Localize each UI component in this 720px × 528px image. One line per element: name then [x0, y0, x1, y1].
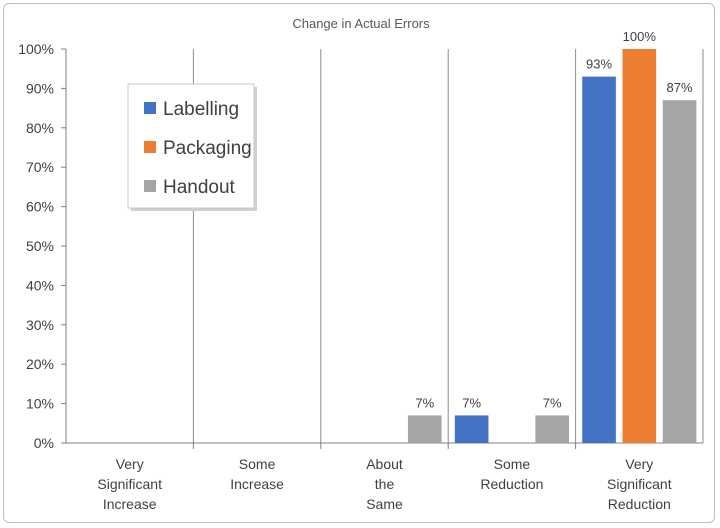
bar-labelling-3 — [454, 415, 489, 443]
data-label: 87% — [667, 80, 693, 95]
y-tick-label: 40% — [26, 277, 54, 293]
x-category-label-line: Reduction — [480, 476, 543, 492]
bar-handout-2 — [407, 415, 442, 443]
data-label: 7% — [543, 395, 562, 410]
bar-handout-3 — [535, 415, 569, 443]
y-tick-label: 50% — [26, 238, 54, 254]
axes-layer: 0% 10% 20% 30% 40% 50% 60% 70% 80% 90% 100% Very Sig… — [18, 41, 704, 512]
legend-swatch — [144, 102, 156, 114]
legend-swatch — [144, 141, 156, 153]
x-category-label-line: Reduction — [608, 496, 671, 512]
y-tick-label: 20% — [26, 356, 54, 372]
bar-packaging-4 — [622, 49, 657, 443]
chart-title: Change in Actual Errors — [292, 16, 430, 31]
x-category-label-line: Significant — [607, 476, 672, 492]
x-category-label-line: About — [366, 456, 403, 472]
data-label: 7% — [415, 395, 434, 410]
x-category-label: About the Same — [366, 456, 403, 512]
x-category-label: Some Increase — [230, 456, 284, 492]
legend: Labelling Packaging Handout — [127, 83, 257, 211]
x-category-label-line: Same — [366, 496, 403, 512]
x-category-label-line: Significant — [97, 476, 162, 492]
legend-swatch — [144, 180, 156, 192]
y-tick-label: 0% — [34, 435, 54, 451]
legend-label: Packaging — [163, 138, 252, 159]
bar-handout-4 — [662, 100, 697, 443]
legend-label: Handout — [163, 177, 236, 198]
y-tick-label: 80% — [26, 120, 54, 136]
x-category-label-line: Increase — [103, 496, 157, 512]
y-tick-label: 10% — [26, 396, 54, 412]
x-category-label-line: Increase — [230, 476, 284, 492]
y-tick-label: 30% — [26, 317, 54, 333]
x-category-label-line: Very — [116, 456, 144, 472]
bars-layer — [407, 49, 697, 443]
x-category-label-line: Very — [625, 456, 653, 472]
bar-labelling-4 — [582, 76, 616, 443]
y-tick-label: 70% — [26, 159, 54, 175]
x-category-label-line: Some — [494, 456, 531, 472]
y-tick-label: 60% — [26, 199, 54, 215]
x-category-label: Very Significant Reduction — [607, 456, 672, 512]
x-category-label: Very Significant Increase — [97, 456, 162, 512]
y-tick-label: 90% — [26, 80, 54, 96]
x-category-label-line: the — [375, 476, 395, 492]
legend-label: Labelling — [163, 99, 239, 120]
data-label: 93% — [586, 57, 612, 72]
data-label: 7% — [462, 395, 481, 410]
y-tick-label: 100% — [18, 41, 54, 57]
x-category-label: Some Reduction — [480, 456, 543, 492]
data-label: 100% — [623, 29, 657, 44]
data-labels-layer: 7% 93% 100% 7% 7% 87% — [415, 29, 693, 410]
x-category-label-line: Some — [239, 456, 276, 472]
